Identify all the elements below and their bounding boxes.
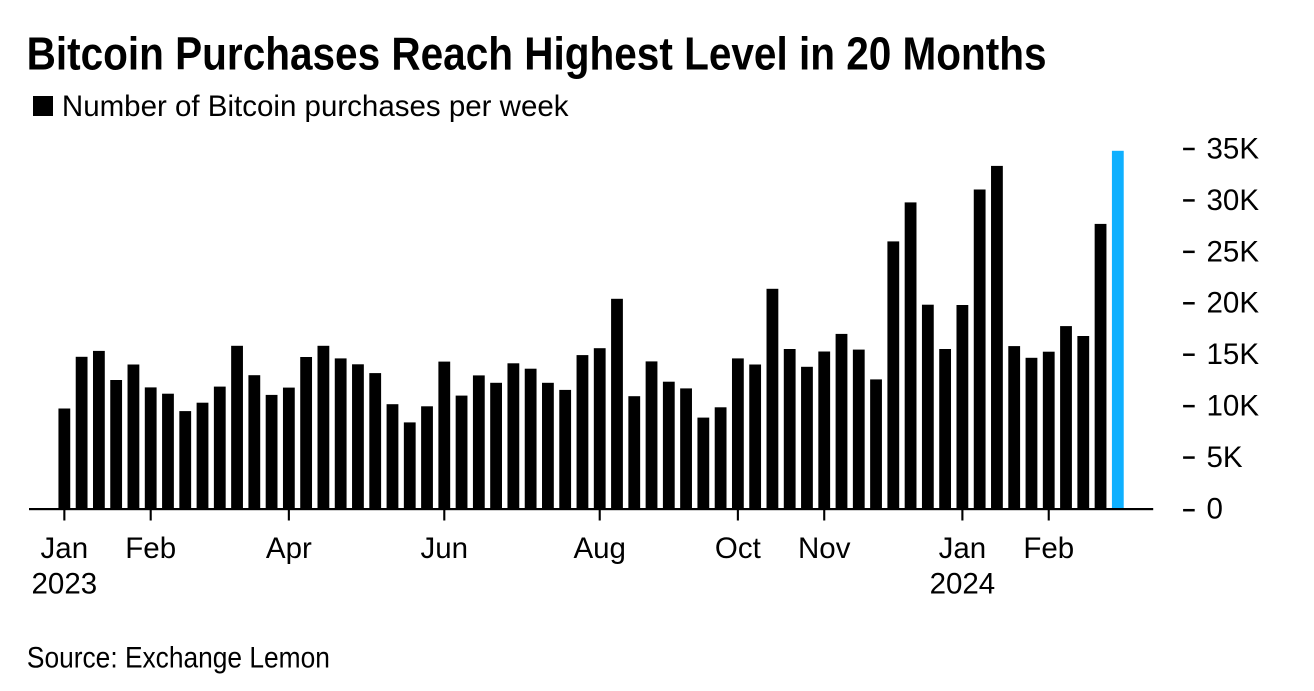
svg-text:2023: 2023 (32, 568, 98, 601)
svg-text:Jun: Jun (421, 532, 469, 565)
svg-text:10K: 10K (1207, 390, 1260, 423)
svg-text:5K: 5K (1207, 441, 1243, 474)
svg-text:Oct: Oct (715, 532, 761, 565)
svg-text:25K: 25K (1207, 235, 1260, 268)
svg-text:Source: Exchange Lemon: Source: Exchange Lemon (27, 642, 330, 675)
svg-text:Aug: Aug (573, 532, 626, 565)
svg-text:Feb: Feb (125, 532, 176, 565)
svg-text:20K: 20K (1207, 287, 1260, 320)
svg-text:Jan: Jan (41, 532, 89, 565)
svg-text:Apr: Apr (266, 532, 312, 565)
svg-text:0: 0 (1207, 492, 1223, 525)
svg-text:Number of Bitcoin purchases pe: Number of Bitcoin purchases per week (62, 90, 569, 123)
svg-text:15K: 15K (1207, 338, 1260, 371)
svg-text:Nov: Nov (798, 532, 851, 565)
svg-text:Bitcoin Purchases Reach Highes: Bitcoin Purchases Reach Highest Level in… (27, 28, 1047, 80)
svg-text:Jan: Jan (939, 532, 987, 565)
svg-text:35K: 35K (1207, 132, 1260, 165)
svg-text:2024: 2024 (930, 568, 996, 601)
svg-text:30K: 30K (1207, 184, 1260, 217)
svg-text:Feb: Feb (1023, 532, 1074, 565)
